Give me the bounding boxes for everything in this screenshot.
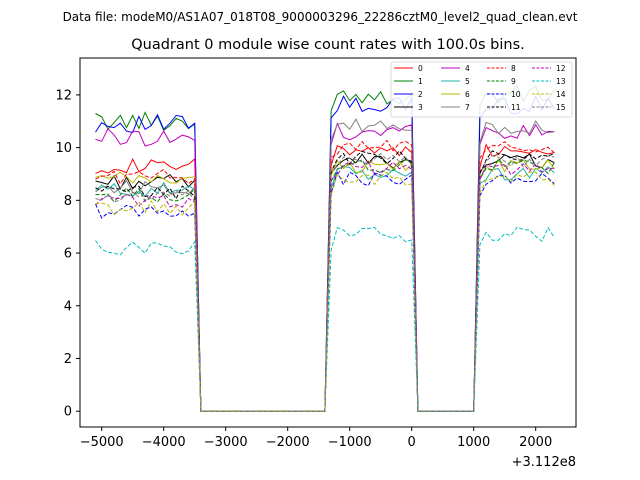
- legend-entry-label: 13: [556, 77, 566, 86]
- y-tick-label: 10: [55, 141, 72, 156]
- series-line-12: [95, 160, 555, 412]
- x-tick-label: −5000: [80, 435, 124, 450]
- series-line-2: [95, 95, 555, 412]
- x-axis: −5000 −4000 −3000 −2000 −1000 0 1000 2000: [80, 427, 552, 450]
- x-tick-label: 2000: [519, 435, 552, 450]
- legend-entry-label: 15: [556, 103, 566, 112]
- chart-suptitle: Data file: modeM0/AS1A07_018T08_90000032…: [63, 10, 578, 24]
- legend-entry-label: 4: [465, 64, 470, 73]
- legend-frame: [390, 61, 573, 118]
- legend-entry-label: 1: [418, 77, 423, 86]
- series-line-5: [95, 166, 555, 412]
- x-tick-label: −1000: [328, 435, 372, 450]
- x-offset-label: +3.112e8: [512, 455, 576, 470]
- legend-entry-label: 9: [511, 77, 516, 86]
- legend-entry-label: 7: [465, 103, 470, 112]
- legend-entry-label: 2: [418, 90, 423, 99]
- x-tick-label: −2000: [266, 435, 310, 450]
- legend-entry-label: 3: [418, 103, 423, 112]
- legend-entry-label: 8: [511, 64, 516, 73]
- series-line-11: [95, 150, 555, 412]
- y-tick-label: 0: [64, 405, 72, 420]
- series-line-1: [95, 85, 555, 412]
- y-tick-label: 2: [64, 352, 72, 367]
- x-tick-label: −3000: [204, 435, 248, 450]
- legend-entry-label: 11: [511, 103, 521, 112]
- y-tick-label: 4: [64, 299, 72, 314]
- y-tick-label: 6: [64, 247, 72, 262]
- y-axis: 0 2 4 6 8 10 12: [55, 88, 80, 420]
- x-tick-label: 1000: [457, 435, 490, 450]
- x-tick-label: −4000: [142, 435, 186, 450]
- chart-title: Quadrant 0 module wise count rates with …: [131, 37, 525, 53]
- plot-lines: [95, 85, 555, 412]
- plot-frame: [79, 57, 577, 428]
- y-tick-label: 8: [64, 194, 72, 209]
- legend-entry-label: 5: [465, 77, 470, 86]
- y-tick-label: 12: [55, 88, 72, 103]
- series-line-15: [95, 152, 555, 412]
- series-line-13: [95, 226, 555, 412]
- legend-entry-label: 10: [511, 90, 521, 99]
- x-tick-label: 0: [408, 435, 416, 450]
- series-line-10: [95, 171, 555, 412]
- legend-entry-label: 14: [556, 90, 566, 99]
- series-line-14: [95, 171, 555, 412]
- legend-entry-label: 0: [418, 64, 423, 73]
- legend-entry-label: 6: [465, 90, 470, 99]
- legend-entry-label: 12: [556, 64, 566, 73]
